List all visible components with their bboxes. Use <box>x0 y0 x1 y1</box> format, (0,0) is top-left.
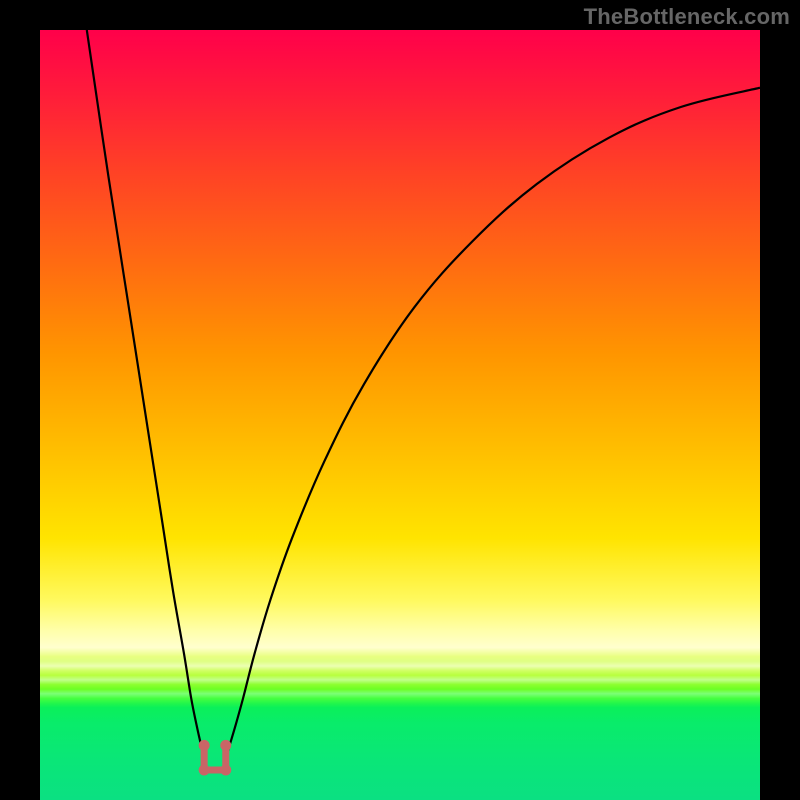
plot-area <box>40 30 760 800</box>
image-frame: TheBottleneck.com <box>0 0 800 800</box>
attribution-text: TheBottleneck.com <box>584 4 790 30</box>
bottleneck-chart <box>40 30 760 800</box>
valley-marker <box>199 740 232 776</box>
curve-left-branch <box>87 30 204 758</box>
curve-right-branch <box>226 88 760 759</box>
